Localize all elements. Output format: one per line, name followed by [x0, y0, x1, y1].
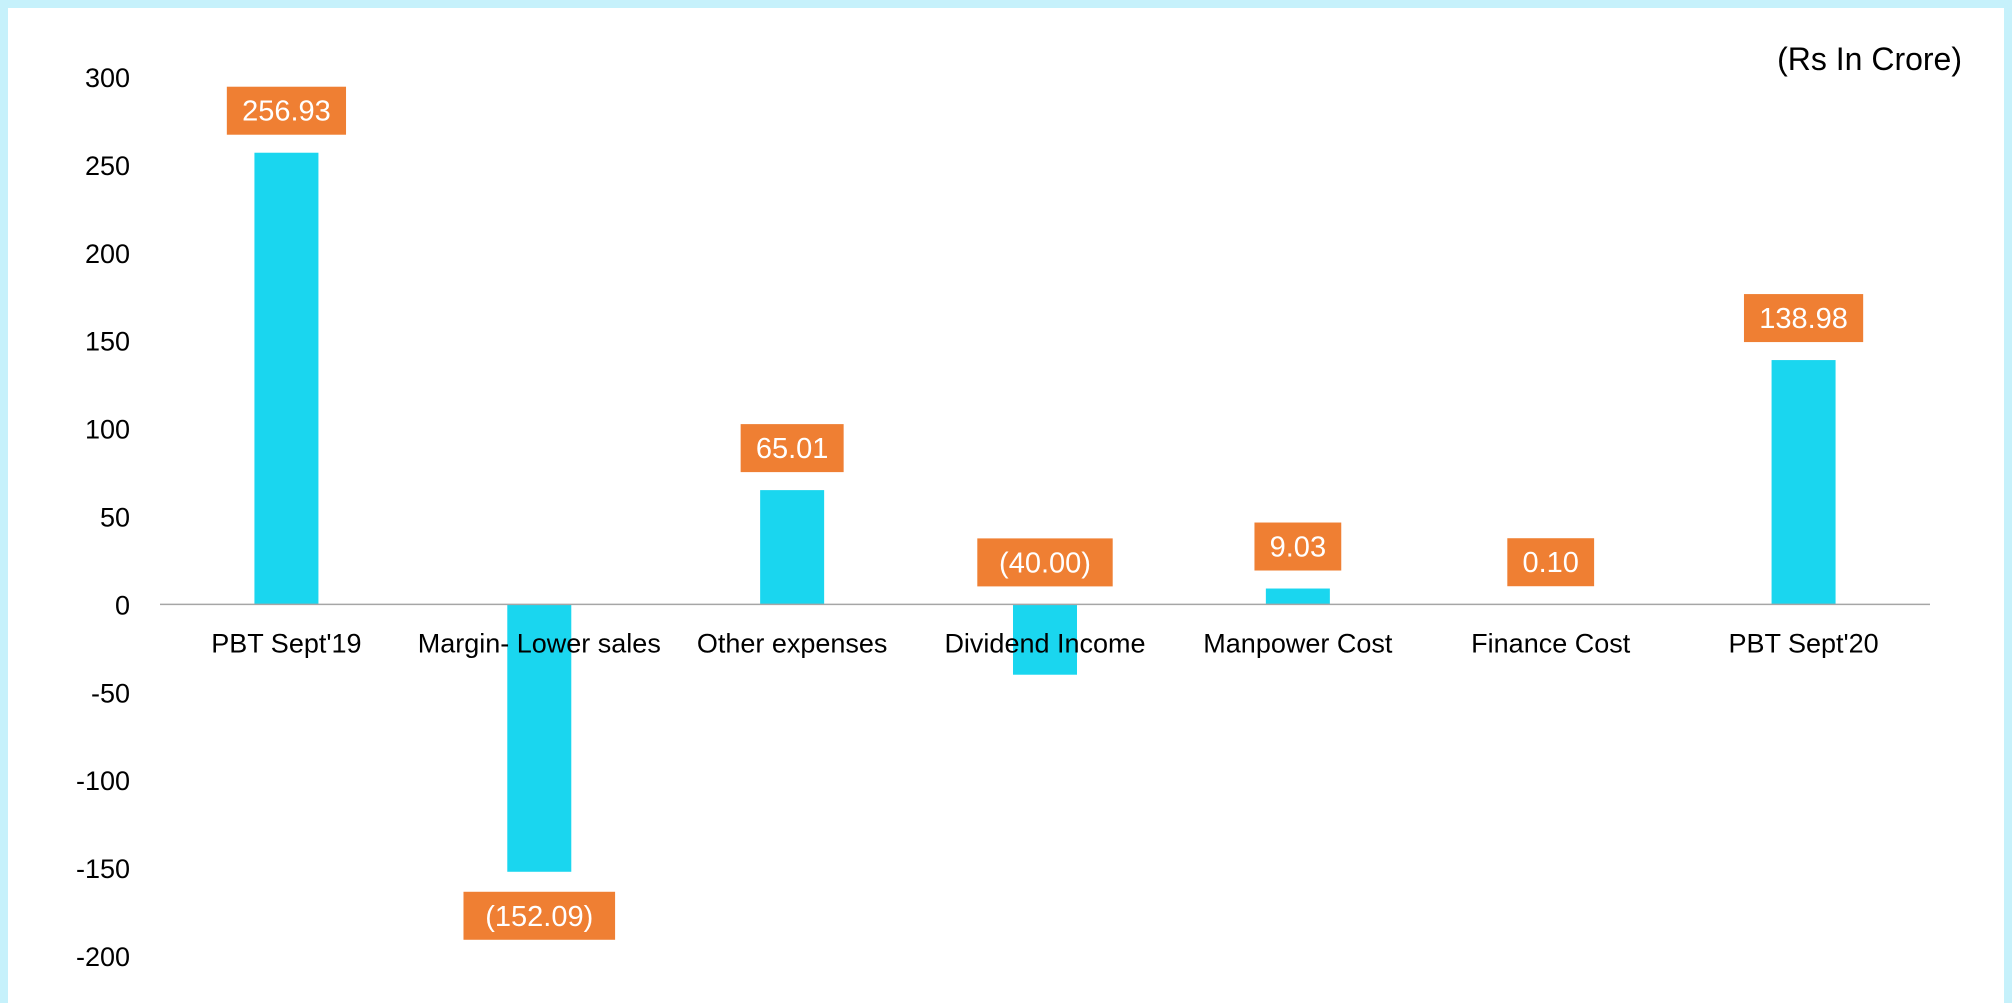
data-label-text: 138.98 — [1759, 303, 1848, 335]
chart-frame: (Rs In Crore) 300 250 200 150 100 50 0 -50 -100 -… — [8, 8, 2004, 1003]
category-label: PBT Sept'20 — [1728, 628, 1878, 658]
y-tick-label: 300 — [85, 63, 130, 93]
data-label-text: 9.03 — [1270, 532, 1326, 564]
bar — [1013, 604, 1077, 675]
data-label-box — [740, 424, 844, 473]
category-label: PBT Sept'19 — [211, 628, 361, 658]
data-label-box — [1743, 294, 1864, 343]
unit-note: (Rs In Crore) — [1777, 41, 1962, 77]
y-tick-label: -100 — [76, 766, 130, 796]
bar — [507, 604, 572, 872]
data-label-text: (152.09) — [485, 901, 593, 933]
data-label-text: 65.01 — [756, 433, 829, 465]
y-tick-label: 250 — [85, 151, 130, 181]
bar — [760, 490, 825, 605]
y-tick-label: 100 — [85, 415, 130, 445]
y-tick-label: -50 — [91, 678, 130, 708]
data-label: (40.00) — [977, 538, 1113, 587]
y-tick-label: -150 — [76, 854, 130, 884]
bar — [254, 152, 319, 605]
data-labels: 256.93 (152.09) 65.01 (40.00) 9.03 0.10 138.98 — [226, 86, 1864, 940]
category-label: Margin- Lower sales — [418, 628, 661, 658]
y-tick-label: 0 — [115, 590, 130, 620]
data-label: 65.01 — [740, 424, 844, 473]
bars — [254, 152, 1836, 872]
data-label-box — [226, 86, 347, 135]
data-label: 9.03 — [1254, 522, 1342, 571]
y-tick-label: 150 — [85, 327, 130, 357]
category-label: Finance Cost — [1471, 628, 1631, 658]
bar — [1265, 588, 1330, 605]
data-label-box — [977, 538, 1113, 587]
category-labels: PBT Sept'19 Margin- Lower sales Other expe… — [211, 628, 1878, 658]
data-label: 138.98 — [1743, 294, 1864, 343]
data-label-box — [1507, 538, 1595, 587]
data-label-text: (40.00) — [999, 547, 1091, 579]
data-label: 256.93 — [226, 86, 347, 135]
y-tick-label: 200 — [85, 239, 130, 269]
data-label-text: 0.10 — [1522, 547, 1578, 579]
data-label-box — [463, 891, 616, 940]
bar — [1771, 360, 1836, 605]
data-label: (152.09) — [463, 891, 616, 940]
data-label: 0.10 — [1507, 538, 1595, 587]
data-label-text: 256.93 — [242, 96, 331, 128]
category-label: Other expenses — [697, 628, 888, 658]
category-label: Dividend Income — [944, 628, 1145, 658]
y-axis-ticks: 300 250 200 150 100 50 0 -50 -100 -150 -200 — [76, 63, 130, 972]
waterfall-bar-chart: (Rs In Crore) 300 250 200 150 100 50 0 -50 -100 -… — [76, 41, 1962, 972]
y-tick-label: 50 — [100, 503, 130, 533]
data-label-box — [1254, 522, 1342, 571]
y-tick-label: -200 — [76, 942, 130, 972]
category-label: Manpower Cost — [1203, 628, 1393, 658]
